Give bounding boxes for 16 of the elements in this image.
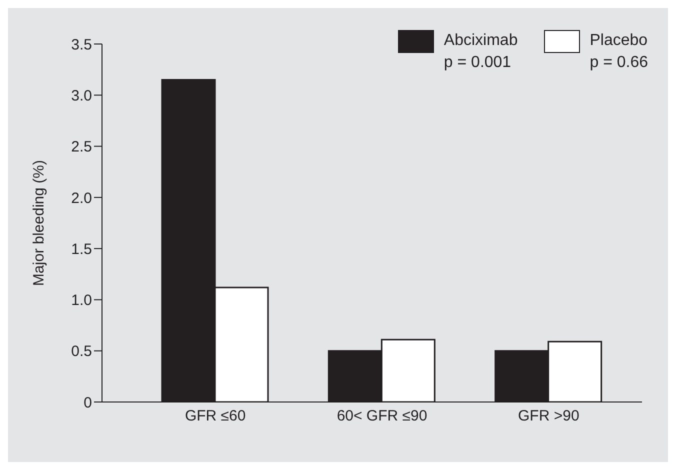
legend-label: Abciximab [444,31,518,51]
y-tick-label: 3.5 [71,36,92,54]
y-tick-label: 2.0 [71,190,92,207]
y-tick-label: 1.5 [71,240,92,258]
x-tick-label: GFR >90 [518,408,580,425]
x-tick-label: 60< GFR ≤90 [336,408,428,425]
y-tick-label: 1.0 [71,292,92,310]
y-tick-label: 3.0 [71,87,92,104]
y-tick-label: 0.5 [71,343,92,360]
annotation: p = 0.66 [590,53,648,73]
x-tick-label: GFR ≤60 [184,408,246,425]
y-tick-label: 0 [84,394,92,412]
annotation: p = 0.001 [444,53,512,73]
y-tick-label: 2.5 [71,138,92,156]
legend-label: Placebo [590,31,648,51]
y-axis-title: Major bleeding (%) [30,160,48,286]
